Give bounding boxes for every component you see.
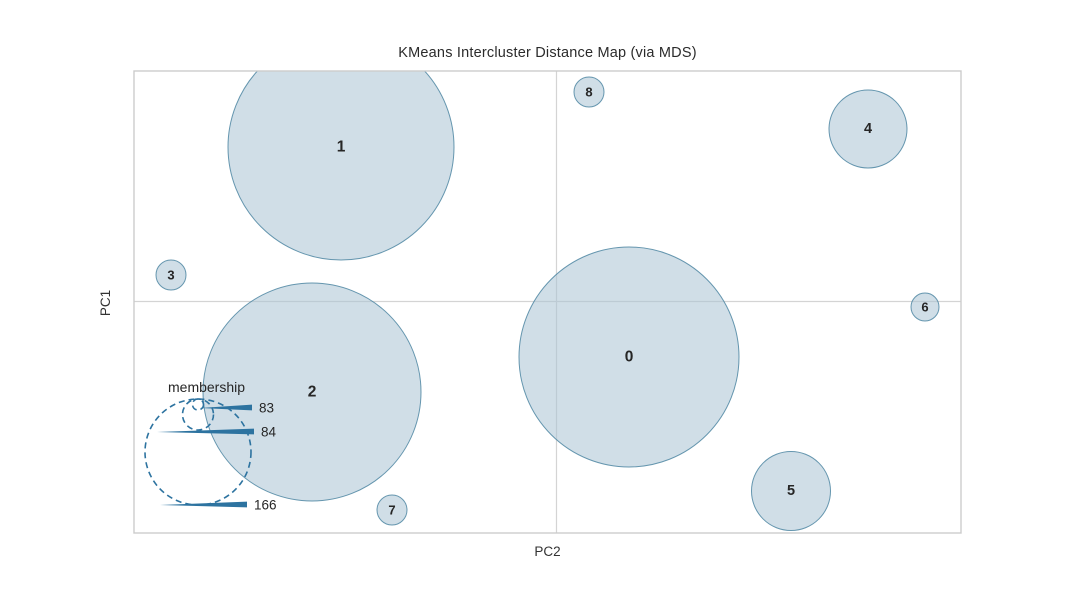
legend-callout-wedge [160, 501, 247, 508]
cluster-label: 6 [921, 300, 928, 315]
legend-value: 83 [259, 401, 274, 416]
cluster-4: 4 [828, 89, 908, 169]
cluster-bubble [376, 494, 408, 526]
cluster-bubble [751, 451, 831, 531]
cluster-bubble [573, 76, 605, 108]
cluster-3: 3 [155, 259, 187, 291]
legend-value: 84 [261, 425, 277, 440]
cluster-label: 4 [864, 121, 872, 137]
cluster-bubbles-layer: 0 1 2 3 4 5 6 7 8 [155, 71, 940, 531]
x-axis-label: PC2 [534, 544, 561, 559]
cluster-label: 1 [337, 139, 346, 156]
legend-title: membership [168, 379, 245, 395]
cluster-bubble [828, 89, 908, 169]
cluster-bubble [202, 282, 422, 502]
cluster-bubble [227, 71, 455, 261]
cluster-5: 5 [751, 451, 831, 531]
cluster-7: 7 [376, 494, 408, 526]
chart-title: KMeans Intercluster Distance Map (via MD… [398, 45, 697, 61]
cluster-bubble [910, 292, 940, 322]
cluster-2: 2 [202, 282, 422, 502]
cluster-label: 0 [625, 349, 634, 366]
cluster-bubble [518, 246, 740, 468]
cluster-bubble [155, 259, 187, 291]
legend-size-circle [181, 398, 215, 431]
cluster-label: 7 [388, 503, 395, 518]
cluster-label: 5 [787, 483, 795, 499]
membership-legend: 83 84 166 membership [144, 379, 277, 513]
legend-value: 166 [254, 498, 277, 513]
plot-border [133, 70, 962, 534]
cluster-1: 1 [227, 71, 455, 261]
cluster-label: 8 [585, 85, 592, 100]
legend-callout-wedge [157, 428, 254, 435]
cluster-6: 6 [910, 292, 940, 322]
cluster-8: 8 [573, 76, 605, 108]
cluster-label: 3 [167, 268, 174, 283]
legend-callout-wedge [200, 404, 252, 411]
cluster-label: 2 [308, 384, 317, 401]
cluster-0: 0 [518, 246, 740, 468]
